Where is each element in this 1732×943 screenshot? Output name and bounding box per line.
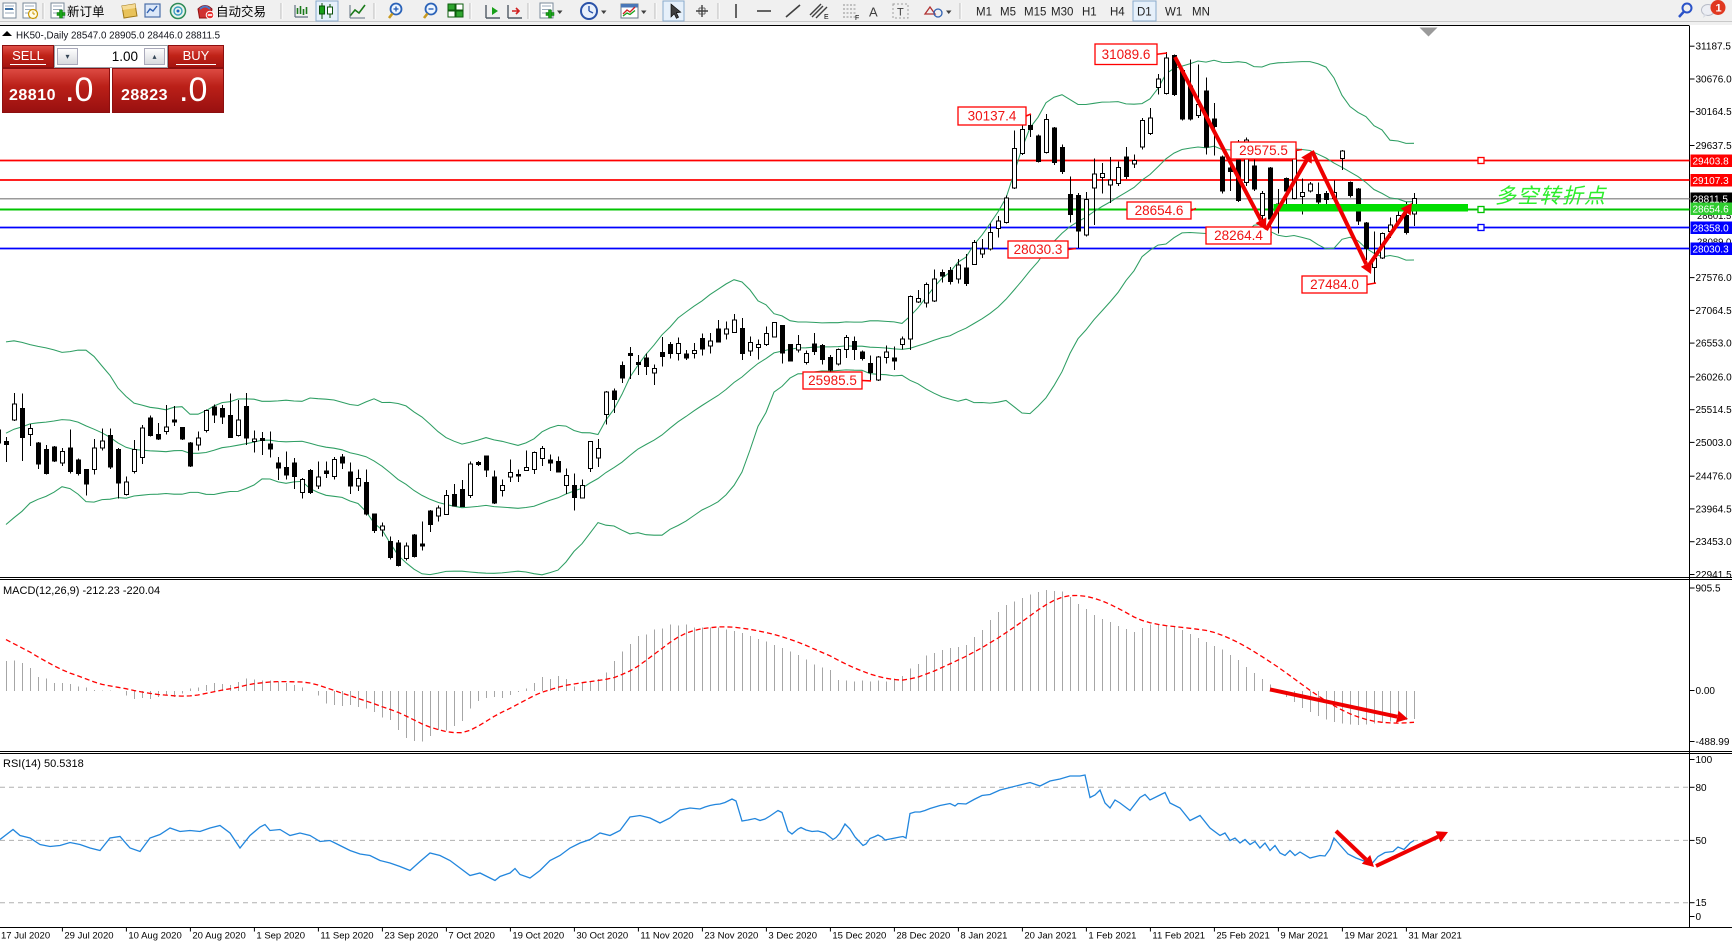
svg-text:0: 0: [1696, 912, 1702, 923]
svg-text:17 Jul 2020: 17 Jul 2020: [1, 931, 50, 942]
svg-text:A: A: [869, 5, 878, 20]
svg-text:H1: H1: [1082, 7, 1097, 19]
svg-text:23 Nov 2020: 23 Nov 2020: [704, 931, 758, 942]
svg-text:新订单: 新订单: [67, 4, 105, 19]
svg-text:7 Oct 2020: 7 Oct 2020: [448, 931, 494, 942]
svg-text:E: E: [824, 14, 829, 21]
svg-text:1 Feb 2021: 1 Feb 2021: [1088, 931, 1136, 942]
svg-text:23964.5: 23964.5: [1696, 504, 1732, 515]
svg-text:29107.3: 29107.3: [1693, 176, 1730, 187]
svg-text:28030.3: 28030.3: [1014, 242, 1063, 257]
svg-text:19 Mar 2021: 19 Mar 2021: [1344, 931, 1397, 942]
svg-text:1 Sep 2020: 1 Sep 2020: [256, 931, 305, 942]
svg-text:31 Mar 2021: 31 Mar 2021: [1408, 931, 1461, 942]
svg-text:905.5: 905.5: [1696, 584, 1721, 595]
svg-text:26553.0: 26553.0: [1696, 339, 1732, 350]
svg-text:29637.5: 29637.5: [1696, 141, 1732, 152]
svg-text:20 Jan 2021: 20 Jan 2021: [1024, 931, 1076, 942]
svg-text:28654.6: 28654.6: [1135, 203, 1184, 218]
svg-text:28358.0: 28358.0: [1693, 223, 1730, 234]
svg-text:80: 80: [1696, 783, 1708, 794]
svg-text:28601.5: 28601.5: [1697, 211, 1731, 222]
svg-text:15 Dec 2020: 15 Dec 2020: [832, 931, 886, 942]
svg-text:MACD(12,26,9) -212.23 -220.04: MACD(12,26,9) -212.23 -220.04: [3, 585, 160, 597]
svg-text:29575.5: 29575.5: [1239, 143, 1288, 158]
svg-text:31187.5: 31187.5: [1696, 42, 1732, 53]
svg-text:M5: M5: [1000, 7, 1016, 19]
svg-text:M15: M15: [1024, 7, 1046, 19]
svg-text:25514.5: 25514.5: [1696, 405, 1732, 416]
svg-text:20 Aug 2020: 20 Aug 2020: [192, 931, 245, 942]
svg-text:HK50-,Daily 28547.0 28905.0 2: HK50-,Daily 28547.0 28905.0 28446.0 2881…: [16, 31, 221, 42]
svg-text:100: 100: [1696, 755, 1713, 766]
svg-text:多空转折点: 多空转折点: [1495, 185, 1607, 208]
svg-text:19 Oct 2020: 19 Oct 2020: [512, 931, 564, 942]
svg-text:23453.0: 23453.0: [1696, 537, 1732, 548]
svg-text:29 Jul 2020: 29 Jul 2020: [64, 931, 113, 942]
svg-text:25 Feb 2021: 25 Feb 2021: [1216, 931, 1269, 942]
svg-text:8 Jan 2021: 8 Jan 2021: [960, 931, 1007, 942]
svg-text:24476.0: 24476.0: [1696, 472, 1732, 483]
svg-text:11 Feb 2021: 11 Feb 2021: [1152, 931, 1205, 942]
svg-text:3 Dec 2020: 3 Dec 2020: [768, 931, 817, 942]
svg-text:23 Sep 2020: 23 Sep 2020: [384, 931, 438, 942]
svg-text:9 Mar 2021: 9 Mar 2021: [1280, 931, 1328, 942]
svg-text:M30: M30: [1051, 7, 1073, 19]
svg-text:11 Nov 2020: 11 Nov 2020: [640, 931, 693, 942]
svg-text:22941.5: 22941.5: [1696, 570, 1732, 581]
svg-text:15: 15: [1696, 898, 1708, 909]
svg-text:29403.8: 29403.8: [1693, 156, 1730, 167]
svg-text:26026.0: 26026.0: [1696, 372, 1732, 383]
svg-text:31089.6: 31089.6: [1102, 47, 1151, 62]
svg-text:-488.99: -488.99: [1696, 737, 1730, 748]
svg-text:D1: D1: [1137, 7, 1152, 19]
svg-text:F: F: [855, 15, 859, 22]
svg-text:H4: H4: [1110, 7, 1125, 19]
svg-text:27484.0: 27484.0: [1310, 277, 1359, 292]
svg-text:T: T: [897, 7, 904, 19]
svg-text:50: 50: [1696, 836, 1708, 847]
svg-text:28 Dec 2020: 28 Dec 2020: [896, 931, 950, 942]
svg-text:28811.5: 28811.5: [1693, 194, 1729, 205]
svg-text:M1: M1: [976, 7, 992, 19]
svg-text:27064.5: 27064.5: [1696, 306, 1732, 317]
svg-text:28030.3: 28030.3: [1693, 244, 1730, 255]
svg-text:MN: MN: [1192, 7, 1210, 19]
svg-text:27576.0: 27576.0: [1696, 273, 1732, 284]
svg-text:自动交易: 自动交易: [216, 4, 266, 19]
svg-text:30137.4: 30137.4: [968, 109, 1017, 124]
svg-text:10 Aug 2020: 10 Aug 2020: [128, 931, 181, 942]
svg-text:RSI(14) 50.5318: RSI(14) 50.5318: [3, 758, 84, 770]
svg-text:25003.0: 25003.0: [1696, 438, 1732, 449]
svg-text:W1: W1: [1165, 7, 1182, 19]
svg-text:1: 1: [1716, 3, 1722, 15]
svg-text:30164.5: 30164.5: [1696, 107, 1732, 118]
svg-text:30676.0: 30676.0: [1696, 75, 1732, 86]
svg-text:30 Oct 2020: 30 Oct 2020: [576, 931, 628, 942]
svg-text:11 Sep 2020: 11 Sep 2020: [320, 931, 373, 942]
svg-text:28654.6: 28654.6: [1693, 204, 1730, 215]
svg-text:25985.5: 25985.5: [808, 373, 857, 388]
svg-text:28264.4: 28264.4: [1214, 228, 1263, 243]
svg-text:0.00: 0.00: [1696, 686, 1716, 697]
